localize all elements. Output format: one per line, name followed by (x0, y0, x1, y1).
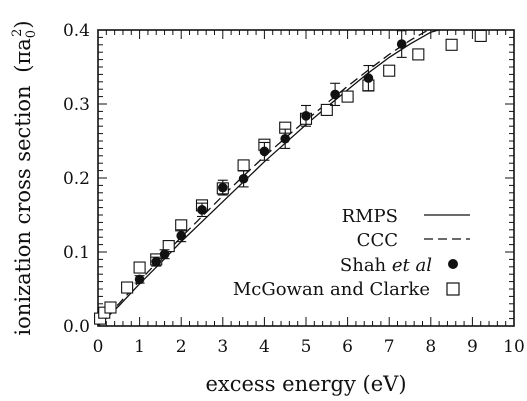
shah-point (280, 133, 291, 144)
mcgowan-point (474, 29, 487, 42)
mcgowan-point (104, 301, 117, 314)
shah-point (396, 39, 407, 49)
mcgowan-point (162, 240, 175, 253)
y-tick-label: 0.1 (63, 243, 90, 263)
mcgowan-point (237, 159, 250, 172)
x-tick-label: 7 (384, 337, 395, 357)
y-axis-label-unit-sub: 0 (24, 30, 39, 38)
legend: RMPS CCC Shah et al McGowan and Clarke (233, 206, 470, 300)
shah-point (151, 256, 162, 267)
y-tick-label: 0.4 (63, 21, 90, 41)
mcgowan-point (175, 219, 188, 232)
shah-point (176, 230, 186, 241)
mcgowan-point (383, 64, 396, 77)
shah-point (159, 249, 170, 260)
legend-label-mcgowan: McGowan and Clarke (233, 279, 430, 300)
mcgowan-point (445, 38, 458, 51)
y-tick-label: 0.0 (63, 317, 90, 337)
y-tick-label: 0.2 (63, 169, 90, 189)
markers (94, 29, 487, 325)
legend-marker-shah (448, 259, 458, 269)
shah-point (134, 274, 145, 285)
shah-point (330, 89, 340, 100)
y-axis-label: ionization cross section (πa02) (10, 20, 39, 335)
shah-point (197, 205, 207, 215)
y-axis-label-unit-close: ) (11, 20, 35, 28)
y-axis-label-main: ionization cross section (11, 85, 35, 335)
x-tick-label: 10 (503, 337, 525, 357)
x-tick-label: 9 (467, 337, 478, 357)
x-tick-label: 2 (176, 337, 187, 357)
mcgowan-point (341, 90, 354, 103)
tick-labels: 0 1 2 3 4 5 6 7 8 9 10 0.0 0.1 0.2 0.3 0.4 (63, 21, 525, 357)
shah-point (301, 111, 311, 121)
x-tick-label: 6 (342, 337, 353, 357)
shah-point (218, 182, 228, 193)
mcgowan-point (320, 103, 333, 116)
x-tick-label: 1 (134, 337, 145, 357)
x-tick-label: 3 (217, 337, 228, 357)
legend-label-ccc: CCC (357, 230, 398, 251)
x-tick-label: 5 (301, 337, 312, 357)
mcgowan-point (133, 261, 146, 274)
legend-label-shah: Shah et al (340, 255, 432, 276)
shah-point (363, 73, 374, 83)
y-axis-label-unit-sup: 2 (10, 29, 25, 37)
x-tick-label: 0 (93, 337, 104, 357)
x-tick-label: 4 (259, 337, 270, 357)
shah-point (238, 173, 249, 184)
x-tick-label: 8 (425, 337, 436, 357)
shah-point (259, 146, 270, 157)
y-axis-label-unit: (πa (11, 38, 35, 73)
legend-marker-mcgowan (446, 282, 460, 296)
mcgowan-point (121, 281, 134, 294)
legend-label-rmps: RMPS (342, 206, 398, 227)
x-axis-label: excess energy (eV) (205, 372, 406, 396)
y-tick-label: 0.3 (63, 95, 90, 115)
mcgowan-point (412, 48, 425, 61)
